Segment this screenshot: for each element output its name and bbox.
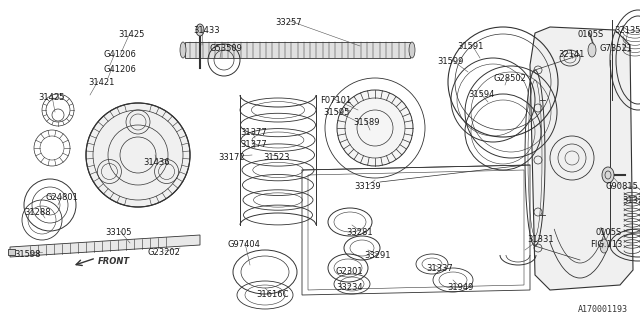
Text: 31377: 31377 <box>240 128 267 137</box>
Text: 31425: 31425 <box>118 30 145 39</box>
Text: 31425: 31425 <box>38 93 65 102</box>
Text: 31436: 31436 <box>143 158 170 167</box>
Text: G41206: G41206 <box>104 50 137 59</box>
Text: G73521: G73521 <box>600 44 633 53</box>
Text: 31595: 31595 <box>323 108 349 117</box>
Text: G23202: G23202 <box>147 248 180 257</box>
Text: 0105S: 0105S <box>596 228 622 237</box>
Text: 31589: 31589 <box>353 118 380 127</box>
Ellipse shape <box>196 24 204 36</box>
Text: G97404: G97404 <box>228 240 261 249</box>
Text: G2301: G2301 <box>336 267 364 276</box>
Text: A170001193: A170001193 <box>578 305 628 314</box>
Ellipse shape <box>337 90 413 166</box>
Text: 31594: 31594 <box>468 90 494 99</box>
Text: 31591: 31591 <box>457 42 483 51</box>
Text: 31523: 31523 <box>263 153 289 162</box>
Text: G28502: G28502 <box>494 74 527 83</box>
Polygon shape <box>530 27 633 290</box>
Text: FIG.113: FIG.113 <box>590 240 622 249</box>
Ellipse shape <box>180 42 186 58</box>
Text: 31337: 31337 <box>426 264 452 273</box>
Polygon shape <box>10 235 200 257</box>
Ellipse shape <box>86 103 190 207</box>
Text: 33139: 33139 <box>354 182 381 191</box>
Text: FRONT: FRONT <box>98 258 130 267</box>
Text: 33291: 33291 <box>364 251 390 260</box>
Text: 31599: 31599 <box>437 57 463 66</box>
Text: 33234: 33234 <box>336 283 363 292</box>
Text: 31598: 31598 <box>14 250 40 259</box>
Ellipse shape <box>588 43 596 57</box>
Text: 33257: 33257 <box>275 18 301 27</box>
Polygon shape <box>8 249 15 255</box>
Text: 0105S: 0105S <box>578 30 604 39</box>
Text: 31949: 31949 <box>447 283 474 292</box>
Polygon shape <box>185 42 410 58</box>
Text: F07101: F07101 <box>320 96 351 105</box>
Text: G90815: G90815 <box>606 182 639 191</box>
Text: 31325: 31325 <box>622 196 640 205</box>
Text: 31331: 31331 <box>527 235 554 244</box>
Text: 31421: 31421 <box>88 78 115 87</box>
Text: 32141: 32141 <box>558 50 584 59</box>
Ellipse shape <box>600 239 608 253</box>
Text: 33281: 33281 <box>346 228 372 237</box>
Text: 32135: 32135 <box>614 26 640 35</box>
Ellipse shape <box>602 167 614 183</box>
Text: 33105: 33105 <box>105 228 131 237</box>
Text: 33172: 33172 <box>218 153 244 162</box>
Text: G24801: G24801 <box>46 193 79 202</box>
Text: 31433: 31433 <box>193 26 220 35</box>
Ellipse shape <box>409 42 415 58</box>
Text: G53509: G53509 <box>210 44 243 53</box>
Text: 31288: 31288 <box>24 208 51 217</box>
Text: 31616C: 31616C <box>256 290 289 299</box>
Text: G41206: G41206 <box>104 65 137 74</box>
Text: 31377: 31377 <box>240 140 267 149</box>
